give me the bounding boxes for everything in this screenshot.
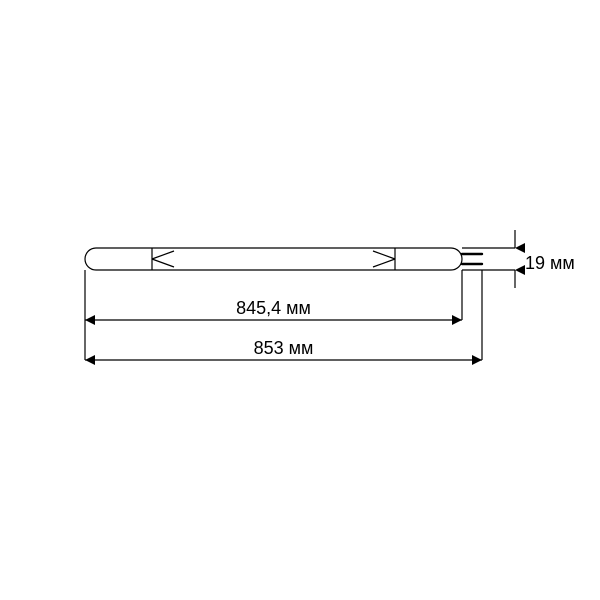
lamp-outline: [85, 248, 482, 270]
dim-length-inner-label: 845,4 мм: [236, 298, 311, 318]
dim-length-outer-label: 853 мм: [254, 338, 314, 358]
technical-drawing: 19 мм 845,4 мм 853 мм: [0, 0, 600, 600]
dimension-lines: 19 мм 845,4 мм 853 мм: [85, 230, 575, 360]
dim-diameter-label: 19 мм: [525, 253, 575, 273]
